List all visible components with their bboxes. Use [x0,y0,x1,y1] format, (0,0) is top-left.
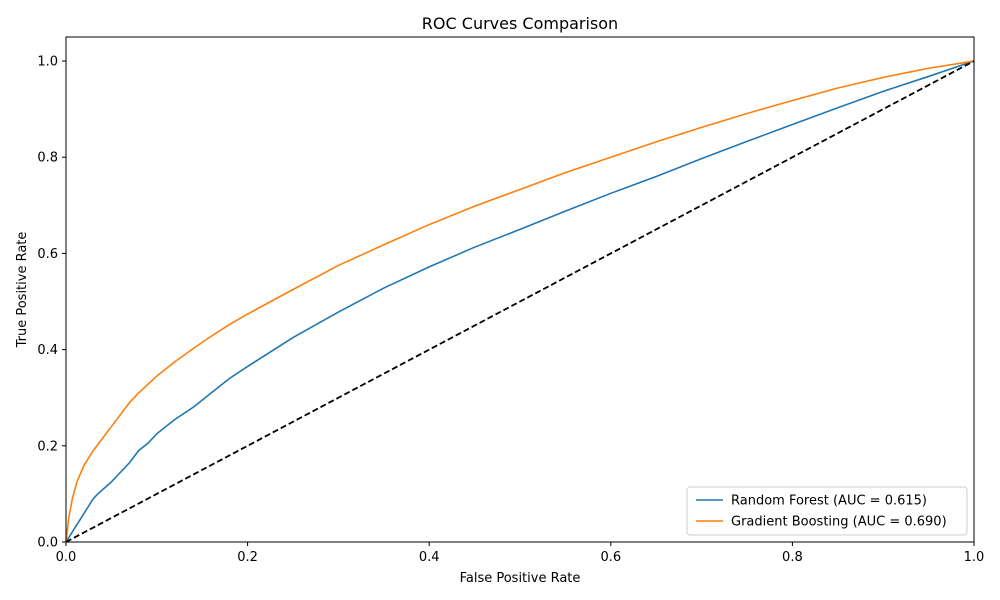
x-tick-label: 0.0 [56,550,77,565]
y-axis-ticks: 0.0 0.2 0.4 0.6 0.8 1.0 [37,55,66,551]
x-tick-label: 0.6 [600,550,621,565]
y-tick-label: 1.0 [37,55,58,70]
x-axis-ticks: 0.0 0.2 0.4 0.6 0.8 1.0 [56,542,985,565]
x-tick-label: 1.0 [964,550,985,565]
plot-lines [65,60,975,543]
chance-diagonal-line [65,60,975,543]
legend-box [686,486,968,536]
y-tick-label: 0.6 [37,247,58,262]
legend: Random Forest (AUC = 0.615) Gradient Boo… [686,486,968,536]
x-tick-label: 0.4 [419,550,440,565]
y-tick-label: 0.8 [37,151,58,166]
x-axis-label: False Positive Rate [460,571,581,586]
chart-title: ROC Curves Comparison [422,14,618,33]
legend-label-random-forest: Random Forest (AUC = 0.615) [731,494,927,509]
series-line-0 [65,60,975,543]
y-tick-label: 0.0 [37,536,58,551]
legend-label-gradient-boosting: Gradient Boosting (AUC = 0.690) [731,515,947,530]
y-axis-label: True Positive Rate [15,232,30,349]
plot-frame [65,36,975,543]
x-tick-label: 0.2 [237,550,258,565]
x-tick-label: 0.8 [782,550,803,565]
y-tick-label: 0.4 [37,343,58,358]
y-tick-label: 0.2 [37,439,58,454]
series-line-1 [65,60,975,543]
